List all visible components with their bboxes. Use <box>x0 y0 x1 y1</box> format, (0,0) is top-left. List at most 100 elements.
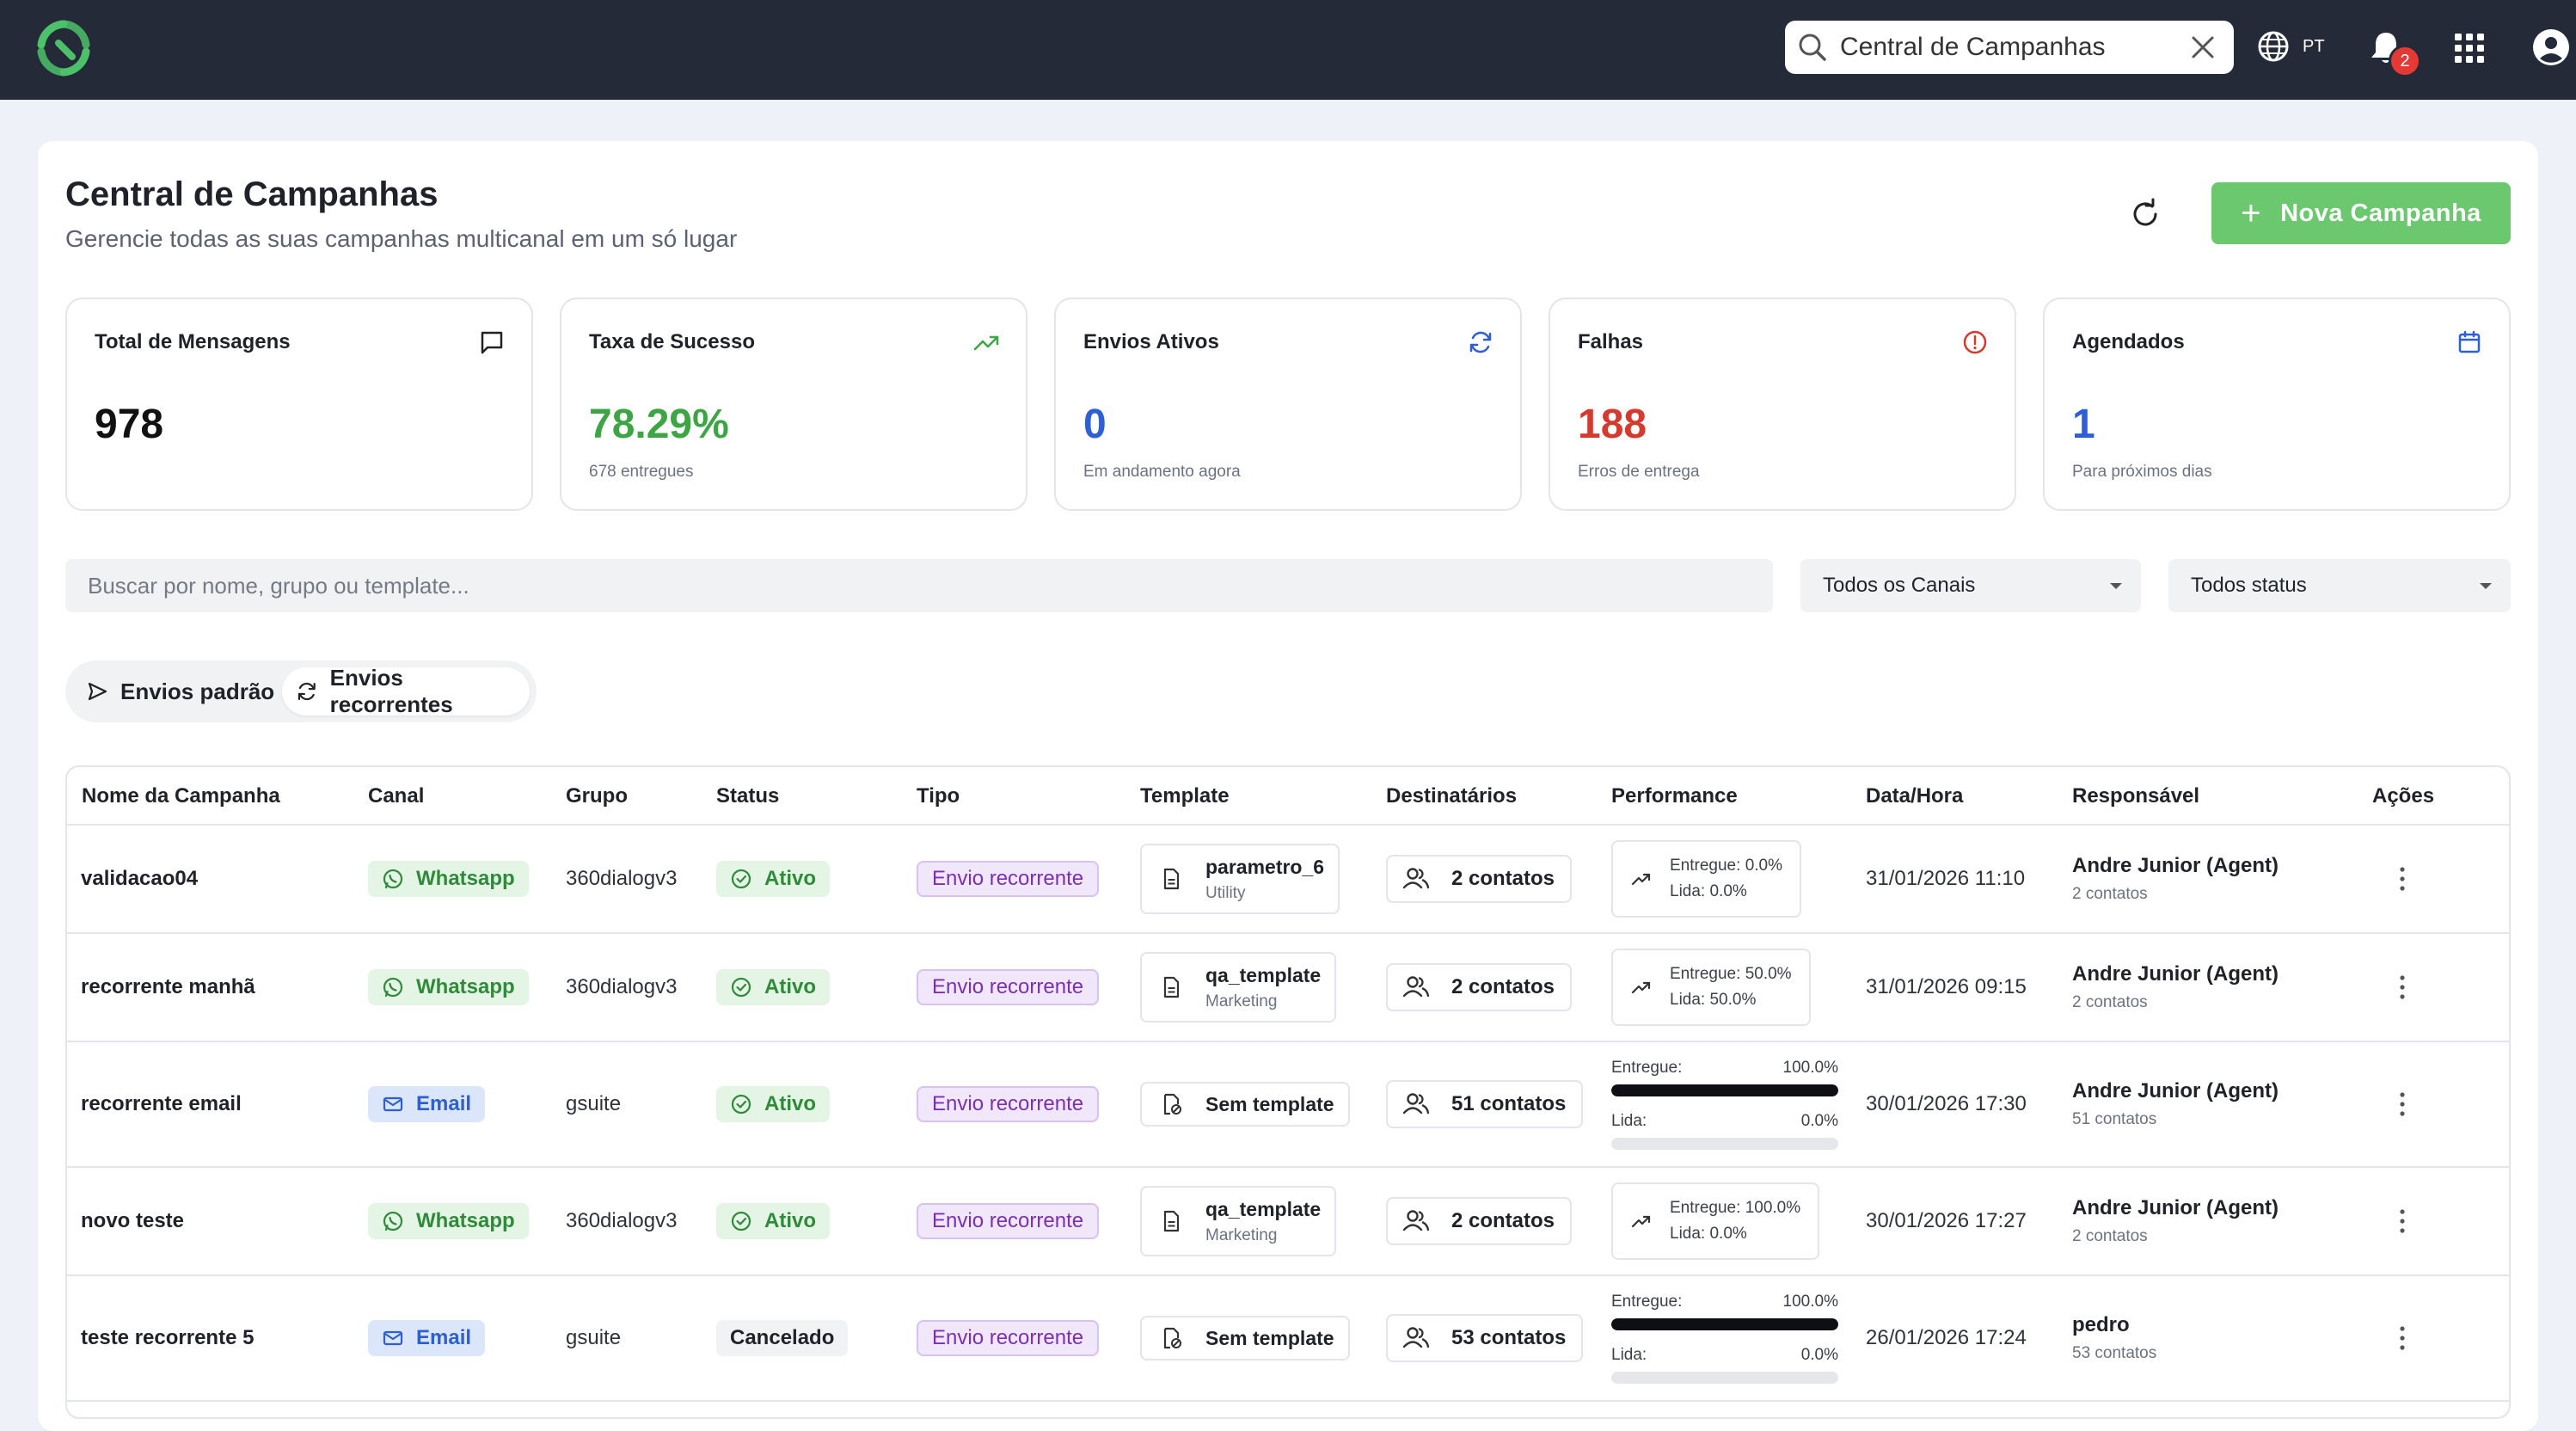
tab-label: Envios recorrentes <box>329 665 453 717</box>
channel-filter-value: Todos os Canais <box>1823 574 1976 597</box>
col-header: Nome da Campanha <box>82 784 280 808</box>
campaign-name[interactable]: validacao04 <box>81 867 199 890</box>
recipients-chip[interactable]: 2 contatos <box>1386 855 1573 903</box>
whatsapp-icon <box>383 1211 403 1231</box>
more-actions-icon[interactable] <box>2399 1207 2406 1235</box>
date-time: 31/01/2026 11:10 <box>1866 867 2026 890</box>
read-label: Lida: <box>1611 1112 1647 1130</box>
users-icon <box>1402 1210 1430 1231</box>
template-chip[interactable]: qa_template Marketing <box>1140 952 1337 1023</box>
table-row[interactable]: validacao04 Whatsapp 360dialogv3 Ativo E… <box>67 826 2509 934</box>
channel-badge: Email <box>368 1086 486 1122</box>
read-label: Lida: <box>1611 1346 1647 1364</box>
owner: Andre Junior (Agent) 51 contatos <box>2072 1079 2279 1129</box>
stat-title: Agendados <box>2072 330 2185 353</box>
stat-value: 1 <box>2072 402 2095 447</box>
campaign-name[interactable]: novo teste <box>81 1209 185 1232</box>
app-logo-icon[interactable] <box>34 19 93 77</box>
new-campaign-button[interactable]: + Nova Campanha <box>2211 182 2511 244</box>
users-icon <box>1402 976 1430 998</box>
template-chip[interactable]: Sem template <box>1140 1082 1350 1127</box>
tab-standard-sends[interactable]: Envios padrão <box>86 667 335 716</box>
page-subtitle: Gerencie todas as suas campanhas multica… <box>65 225 738 252</box>
channel-label: Email <box>416 1092 472 1115</box>
check-circle-icon <box>731 1211 751 1231</box>
campaign-name[interactable]: teste recorrente 5 <box>81 1326 255 1349</box>
col-header: Tipo <box>917 784 960 808</box>
message-icon <box>481 331 503 354</box>
channel-badge: Whatsapp <box>368 861 529 897</box>
whatsapp-icon <box>383 977 403 998</box>
stat-active-sends: Envios Ativos 0 Em andamento agora <box>1054 298 1522 511</box>
language-label: PT <box>2303 36 2325 56</box>
recipients-chip[interactable]: 2 contatos <box>1386 963 1573 1011</box>
campaign-name[interactable]: recorrente manhã <box>81 975 255 998</box>
campaign-search-input[interactable]: Buscar por nome, grupo ou template... <box>65 559 1773 612</box>
more-actions-icon[interactable] <box>2399 1324 2406 1352</box>
status-label: Ativo <box>764 975 816 998</box>
trending-up-icon <box>1631 873 1651 886</box>
delivered-label: Entregue: <box>1670 1199 1741 1217</box>
col-header: Status <box>716 784 780 808</box>
owner-sub: 2 contatos <box>2072 993 2148 1011</box>
more-actions-icon[interactable] <box>2399 1090 2406 1118</box>
status-filter-select[interactable]: Todos status <box>2168 559 2511 612</box>
col-header: Performance <box>1611 784 1738 808</box>
template-name: Sem template <box>1205 1092 1334 1115</box>
recipients-chip[interactable]: 53 contatos <box>1386 1314 1584 1362</box>
stat-total-messages: Total de Mensagens 978 <box>65 298 533 511</box>
stat-value: 78.29% <box>589 402 729 447</box>
read-value: 0.0% <box>1800 1112 1838 1130</box>
campaign-name[interactable]: recorrente email <box>81 1092 242 1115</box>
delivered-value: 100.0% <box>1782 1059 1838 1077</box>
delivered-value: 50.0% <box>1745 965 1792 983</box>
tab-recurring-sends[interactable]: Envios recorrentes <box>282 665 530 717</box>
delivered-value: 0.0% <box>1745 857 1782 875</box>
template-name: Sem template <box>1205 1326 1334 1349</box>
owner-sub: 51 contatos <box>2072 1110 2157 1128</box>
users-icon <box>1402 1327 1430 1348</box>
template-chip[interactable]: qa_template Marketing <box>1140 1186 1337 1256</box>
table-row[interactable]: teste recorrente 5 Email gsuite Cancelad… <box>67 1276 2509 1402</box>
read-label: Lida: <box>1670 991 1706 1009</box>
table-row[interactable]: novo teste Whatsapp 360dialogv3 Ativo En… <box>67 1168 2509 1276</box>
template-category: Utility <box>1205 883 1246 902</box>
repeat-icon <box>297 682 316 701</box>
recipients-count: 2 contatos <box>1451 1209 1555 1232</box>
language-selector[interactable]: PT <box>2256 29 2325 64</box>
col-header: Data/Hora <box>1866 784 1964 808</box>
performance-bars: Entregue: 100.0% Lida: 0.0% <box>1611 1059 1838 1150</box>
table-row[interactable]: recorrente manhã Whatsapp 360dialogv3 At… <box>67 934 2509 1042</box>
global-search-input[interactable] <box>1840 33 2167 62</box>
more-actions-icon[interactable] <box>2399 865 2406 893</box>
read-value: 50.0% <box>1709 991 1757 1009</box>
refresh-icon[interactable] <box>2127 196 2163 232</box>
stat-sub: 678 entregues <box>589 463 694 481</box>
owner-name: Andre Junior (Agent) <box>2072 1079 2279 1102</box>
more-actions-icon[interactable] <box>2399 973 2406 1001</box>
channel-filter-select[interactable]: Todos os Canais <box>1800 559 2141 612</box>
template-chip[interactable]: Sem template <box>1140 1316 1350 1360</box>
user-avatar-icon[interactable] <box>2531 28 2571 67</box>
recipients-chip[interactable]: 51 contatos <box>1386 1080 1584 1128</box>
performance-box: Entregue: 0.0% Lida: 0.0% <box>1611 840 1801 918</box>
stat-title: Falhas <box>1578 330 1644 353</box>
apps-grid-icon[interactable] <box>2454 33 2485 64</box>
new-campaign-label: Nova Campanha <box>2280 199 2481 227</box>
template-category: Marketing <box>1205 992 1278 1010</box>
global-search[interactable] <box>1785 21 2234 74</box>
date-time: 26/01/2026 17:24 <box>1866 1326 2027 1349</box>
col-header: Canal <box>368 784 425 808</box>
recipients-chip[interactable]: 2 contatos <box>1386 1197 1573 1245</box>
page-title: Central de Campanhas <box>65 175 439 213</box>
read-value: 0.0% <box>1709 882 1747 900</box>
status-badge: Cancelado <box>716 1320 849 1356</box>
clear-search-icon[interactable] <box>2189 34 2217 61</box>
stat-failures: Falhas 188 Erros de entrega <box>1549 298 2016 511</box>
mail-icon <box>383 1330 403 1346</box>
table-row[interactable]: recorrente email Email gsuite Ativo Envi… <box>67 1042 2509 1168</box>
template-chip[interactable]: parametro_6 Utility <box>1140 844 1340 914</box>
users-icon <box>1402 1093 1430 1115</box>
col-header: Grupo <box>566 784 628 808</box>
stat-sub: Para próximos dias <box>2072 463 2212 481</box>
